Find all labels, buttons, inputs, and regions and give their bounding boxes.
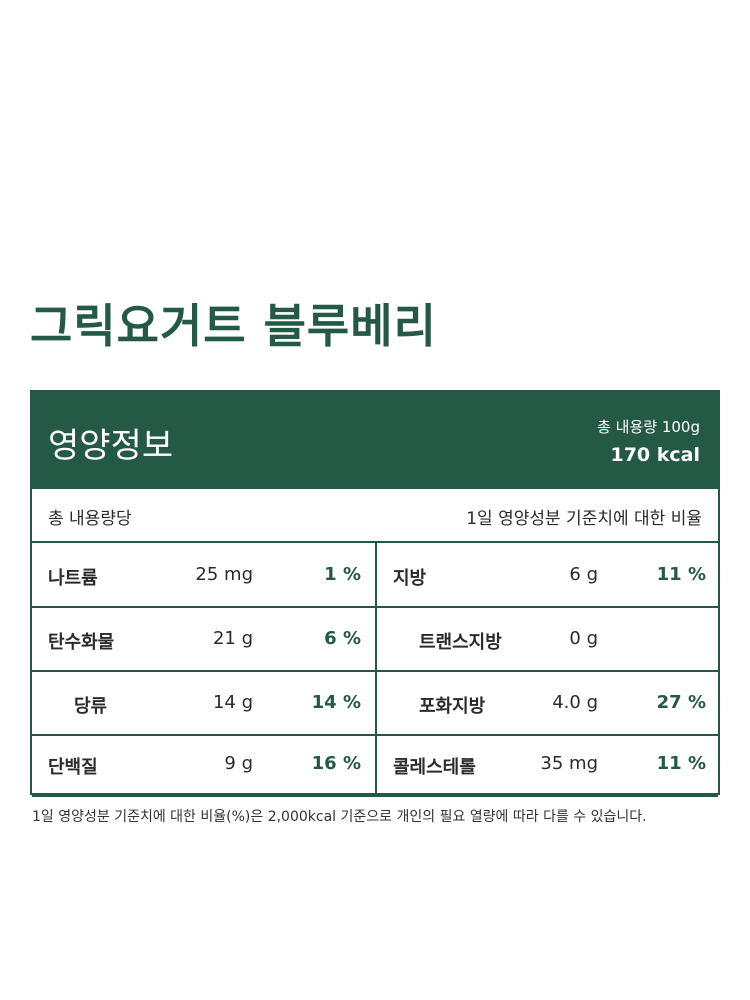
nutrient-amount: 21 g [212,628,253,649]
nutrition-table: 영양정보 총 내용량 100g 170 kcal 총 내용량당 1일 영양성분 … [30,390,720,797]
nutrient-name: 나트륨 [48,568,98,589]
row: 당류 14 g 14 % 포화지방 4.0 g 27 % [32,671,718,736]
cell: 탄수화물 21 g 6 % [32,607,377,670]
nutrient-percent: 27 % [656,692,706,713]
header-total: 총 내용량 100g [597,418,700,436]
nutrient-name: 트랜스지방 [419,632,502,653]
nutrient-percent: 16 % [311,753,361,774]
row: 나트륨 25 mg 1 % 지방 6 g 11 % [32,543,718,608]
row: 단백질 9 g 16 % 콜레스테롤 35 mg 11 % [32,732,718,797]
product-title: 그릭요거트 블루베리 [30,299,437,353]
nutrient-name: 탄수화물 [48,632,115,653]
nutrient-amount: 4.0 g [552,692,598,713]
nutrient-percent: 11 % [656,753,706,774]
nutrient-name: 지방 [393,568,427,589]
cell: 콜레스테롤 35 mg 11 % [377,732,720,795]
cell: 나트륨 25 mg 1 % [32,543,377,606]
nutrient-percent: 1 % [324,564,361,585]
table-header: 영양정보 총 내용량 100g 170 kcal [32,392,718,489]
right-caption: 1일 영양성분 기준치에 대한 비율 [466,509,702,529]
cell: 포화지방 4.0 g 27 % [377,671,720,734]
nutrient-name: 포화지방 [419,696,486,717]
nutrient-percent: 6 % [324,628,361,649]
row: 탄수화물 21 g 6 % 트랜스지방 0 g [32,607,718,672]
cell: 지방 6 g 11 % [377,543,720,606]
header-kcal: 170 kcal [610,444,700,466]
nutrient-name: 당류 [74,696,108,717]
cell: 트랜스지방 0 g [377,607,720,670]
nutrient-percent: 14 % [311,692,361,713]
footnote: 1일 영양성분 기준치에 대한 비율(%)은 2,000kcal 기준으로 개인… [32,809,647,825]
nutrient-name: 단백질 [48,757,98,778]
nutrient-amount: 6 g [569,564,598,585]
nutrient-amount: 25 mg [195,564,253,585]
left-caption: 총 내용량당 [48,509,132,529]
header-label: 영양정보 [48,426,174,466]
nutrient-amount: 9 g [224,753,253,774]
cell: 단백질 9 g 16 % [32,732,377,795]
cell: 당류 14 g 14 % [32,671,377,734]
nutrient-percent: 11 % [656,564,706,585]
nutrient-amount: 0 g [569,628,598,649]
caption-row: 총 내용량당 1일 영양성분 기준치에 대한 비율 [32,489,718,543]
nutrient-amount: 35 mg [540,753,598,774]
nutrient-amount: 14 g [212,692,253,713]
nutrient-name: 콜레스테롤 [393,757,476,778]
